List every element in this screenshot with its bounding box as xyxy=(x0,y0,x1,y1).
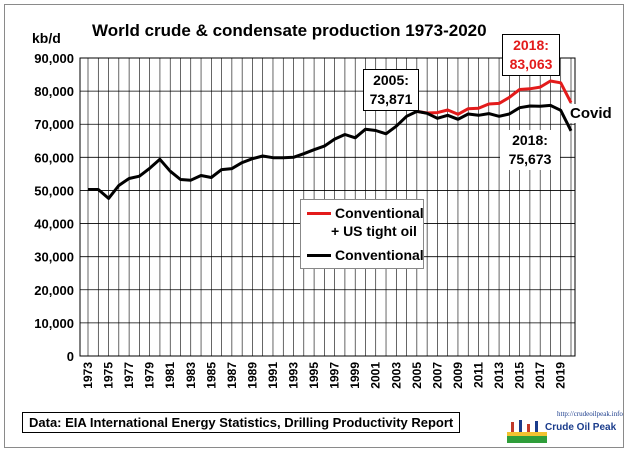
annotation-line: 83,063 xyxy=(509,56,553,72)
chart-title: World crude & condensate production 1973… xyxy=(92,21,487,40)
crude-oil-peak-logo: http://crudeoilpeak.info Crude Oil Peak xyxy=(507,410,625,446)
y-tick-label: 30,000 xyxy=(34,250,74,265)
x-tick-label: 1983 xyxy=(184,362,198,389)
x-tick-label: 1989 xyxy=(245,362,259,389)
legend-label-line: Conventional xyxy=(335,205,424,221)
x-tick-label: 1981 xyxy=(163,362,177,389)
annotation-line: 2018: xyxy=(512,132,548,148)
x-tick-label: 1999 xyxy=(348,362,362,389)
legend-label-total: Conventional + US tight oil xyxy=(331,204,424,240)
annotation-2018-total: 2018: 83,063 xyxy=(502,34,560,76)
x-tick-label: 2007 xyxy=(430,362,444,389)
annotation-line: 75,673 xyxy=(508,151,552,167)
annotation-covid: Covid xyxy=(570,104,612,123)
legend-swatch-conventional xyxy=(307,254,331,257)
annotation-line: 73,871 xyxy=(369,91,413,107)
annotation-2005-peak: 2005: 73,871 xyxy=(363,69,419,111)
x-tick-label: 2005 xyxy=(410,362,424,389)
chart-frame xyxy=(4,4,624,448)
legend: Conventional + US tight oil Conventional xyxy=(300,199,424,269)
x-tick-label: 1979 xyxy=(143,362,157,389)
axes: 0 10,000 20,000 30,000 40,000 50,000 60,000 70,… xyxy=(34,51,576,389)
x-tick-label: 2001 xyxy=(369,362,383,389)
x-tick-label: 1987 xyxy=(225,362,239,389)
legend-label-conventional: Conventional xyxy=(335,247,424,263)
x-tick-label: 2003 xyxy=(389,362,403,389)
x-tick-label: 2009 xyxy=(451,362,465,389)
x-tick-label: 2019 xyxy=(554,362,568,389)
x-tick-label: 2015 xyxy=(513,362,527,389)
x-tick-label: 1985 xyxy=(204,362,218,389)
x-tick-label: 1997 xyxy=(328,362,342,389)
series-lines xyxy=(88,79,573,200)
legend-swatch-total xyxy=(307,212,331,215)
annotation-line: 2005: xyxy=(373,72,409,88)
y-tick-label: 90,000 xyxy=(34,51,74,66)
y-tick-label: 20,000 xyxy=(34,283,74,298)
y-tick-label: 40,000 xyxy=(34,217,74,232)
source-note: Data: EIA International Energy Statistic… xyxy=(22,412,461,433)
annotation-2018-conventional: 2018: 75,673 xyxy=(500,130,560,170)
legend-label-line: + US tight oil xyxy=(331,223,417,239)
x-tick-label: 1977 xyxy=(122,362,136,389)
x-tick-label: 1991 xyxy=(266,362,280,389)
y-tick-label: 50,000 xyxy=(34,183,74,198)
annotation-line: 2018: xyxy=(513,37,549,53)
annotation-line: Covid xyxy=(570,105,612,122)
y-tick-label: 0 xyxy=(67,349,74,364)
series-line-total xyxy=(416,79,573,116)
logo-url: http://crudeoilpeak.info xyxy=(557,410,623,418)
x-tick-label: 2011 xyxy=(472,362,486,388)
x-tick-label: 1975 xyxy=(102,362,116,389)
y-tick-label: 70,000 xyxy=(34,117,74,132)
x-tick-label: 2013 xyxy=(492,362,506,389)
x-tick-label: 1995 xyxy=(307,362,321,389)
plot-area xyxy=(79,57,576,357)
x-tick-label: 1993 xyxy=(287,362,301,389)
oil-pump-icon xyxy=(507,420,547,443)
series-line-conventional xyxy=(88,103,573,200)
x-tick-label: 2017 xyxy=(533,362,547,389)
y-axis-unit-label: kb/d xyxy=(32,30,61,46)
y-tick-label: 60,000 xyxy=(34,150,74,165)
y-tick-label: 80,000 xyxy=(34,84,74,99)
logo-name: Crude Oil Peak xyxy=(545,422,617,433)
y-tick-label: 10,000 xyxy=(34,316,74,331)
x-tick-label: 1973 xyxy=(81,362,95,389)
